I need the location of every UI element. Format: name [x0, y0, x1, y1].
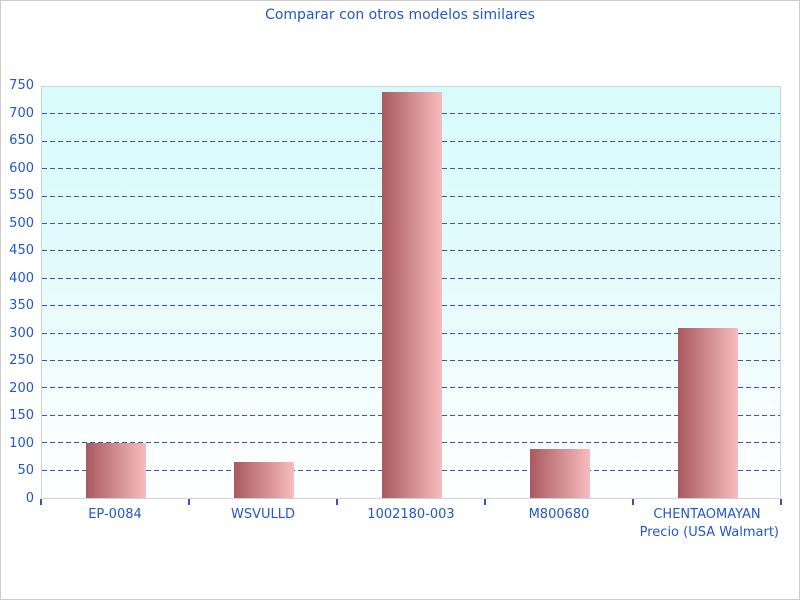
x-axis-tick: [336, 499, 338, 505]
y-tick-label: 400: [9, 270, 34, 286]
x-tick-label: CHENTAOMAYAN: [653, 507, 761, 522]
x-axis-tick: [632, 499, 634, 505]
y-tick-label: 500: [9, 215, 34, 231]
chart-title: Comparar con otros modelos similares: [265, 7, 535, 23]
x-tick-label: 1002180-003: [367, 507, 455, 522]
x-axis-tick: [40, 499, 42, 505]
x-axis-title: Precio (USA Walmart): [639, 525, 779, 540]
bar-CHENTAOMAYAN: [678, 328, 738, 498]
plot-area: [41, 86, 781, 499]
x-axis-tick: [484, 499, 486, 505]
y-tick-label: 650: [9, 133, 34, 149]
bar-WSVULLD: [234, 462, 294, 498]
y-tick-label: 0: [25, 491, 34, 506]
x-tick-label: M800680: [528, 507, 590, 522]
y-tick-label: 100: [9, 435, 34, 451]
y-tick-label: 300: [9, 325, 34, 341]
y-tick-label: 350: [9, 298, 34, 314]
bar-M800680: [530, 448, 590, 498]
x-tick-label: EP-0084: [88, 507, 142, 522]
y-tick-label: 200: [9, 380, 34, 396]
y-tick-label: 600: [9, 160, 34, 176]
y-tick-label: 750: [9, 78, 34, 93]
y-tick-label: 50: [17, 463, 34, 479]
x-axis-tick: [780, 499, 782, 505]
x-axis-tick: [188, 499, 190, 505]
x-tick-label: WSVULLD: [230, 507, 295, 522]
y-tick-label: 450: [9, 243, 34, 259]
bar-1002180-003: [382, 92, 442, 498]
bar-EP-0084: [86, 443, 146, 498]
y-tick-label: 250: [9, 353, 34, 369]
y-tick-label: 150: [9, 408, 34, 424]
y-tick-label: 700: [9, 105, 34, 121]
y-tick-label: 550: [9, 188, 34, 204]
